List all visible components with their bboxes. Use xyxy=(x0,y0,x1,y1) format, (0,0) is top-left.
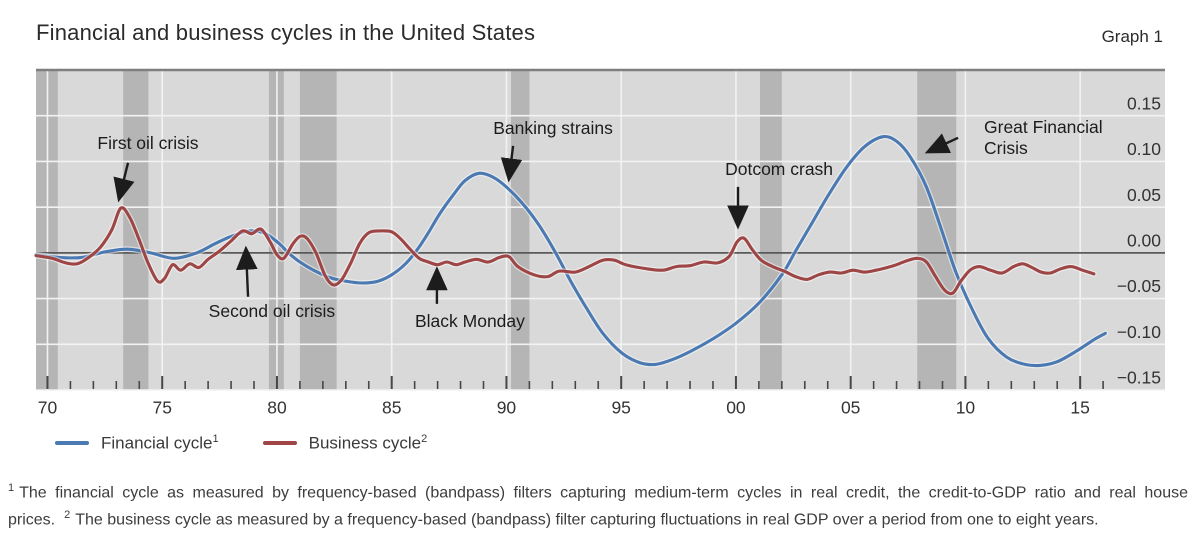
y-axis-label: −0.05 xyxy=(1117,276,1161,296)
annotation-arrow-first-oil-crisis xyxy=(113,162,135,203)
footnote-marker-2: 2 xyxy=(64,509,71,522)
footnote-marker-1: 1 xyxy=(8,482,15,494)
annotation-arrow-great-financial-crisis xyxy=(924,133,959,154)
x-axis-label: 80 xyxy=(267,398,287,418)
annotation-black-monday: Black Monday xyxy=(415,311,525,331)
x-axis-label: 15 xyxy=(1070,398,1089,418)
x-axis-label: 95 xyxy=(611,398,630,418)
annotation-second-oil-crisis: Second oil crisis xyxy=(209,301,336,321)
annotation-arrow-banking-strains xyxy=(500,145,523,183)
annotation-first-oil-crisis: First oil crisis xyxy=(97,133,198,153)
y-axis-label: 0.10 xyxy=(1127,139,1161,159)
recession-band xyxy=(917,70,957,390)
x-axis-label: 75 xyxy=(152,398,171,418)
recession-band xyxy=(299,70,337,390)
legend-item-business-cycle: Business cycle2 xyxy=(262,433,428,454)
y-axis-label: −0.15 xyxy=(1117,368,1161,388)
legend-label-financial-cycle: Financial cycle1 xyxy=(101,433,219,453)
annotation-great-financial-crisis: Great Financial Crisis xyxy=(984,116,1103,157)
x-axis-label: 00 xyxy=(726,398,746,418)
legend-item-financial-cycle: Financial cycle1 xyxy=(55,433,219,454)
chart-title: Financial and business cycles in the Uni… xyxy=(36,20,536,45)
legend-label-business-cycle: Business cycle2 xyxy=(308,433,428,453)
financial-cycle-swatch xyxy=(55,441,89,446)
y-axis-label: 0.00 xyxy=(1127,230,1161,250)
graph-number-label: Graph 1 xyxy=(1101,27,1163,46)
x-axis-label: 85 xyxy=(382,398,401,418)
business-cycle-line xyxy=(34,206,1096,296)
annotation-arrow-second-oil-crisis xyxy=(236,245,258,297)
annotation-banking-strains: Banking strains xyxy=(493,117,613,137)
annotation-dotcom-crash: Dotcom crash xyxy=(725,158,833,178)
business-cycle-swatch xyxy=(262,441,297,446)
plot-background xyxy=(36,70,1165,390)
x-axis-label: 70 xyxy=(38,398,58,418)
recession-band xyxy=(511,70,530,390)
y-axis-label: 0.05 xyxy=(1127,185,1161,205)
x-axis-label: 90 xyxy=(497,398,517,418)
footnote-text-1: The financial cycle as measured by frequ… xyxy=(8,484,1188,529)
y-axis-label: −0.10 xyxy=(1117,322,1162,342)
y-axis-label: 0.15 xyxy=(1127,93,1161,113)
footnote-text-2: The business cycle as measured by a freq… xyxy=(75,511,1099,529)
legend: Financial cycle1 Business cycle2 xyxy=(55,433,471,454)
x-axis-label: 05 xyxy=(841,398,860,418)
x-axis-label: 10 xyxy=(956,398,976,418)
recession-band xyxy=(760,70,782,390)
footnote: 1 The financial cycle as measured by freq… xyxy=(8,477,1188,532)
